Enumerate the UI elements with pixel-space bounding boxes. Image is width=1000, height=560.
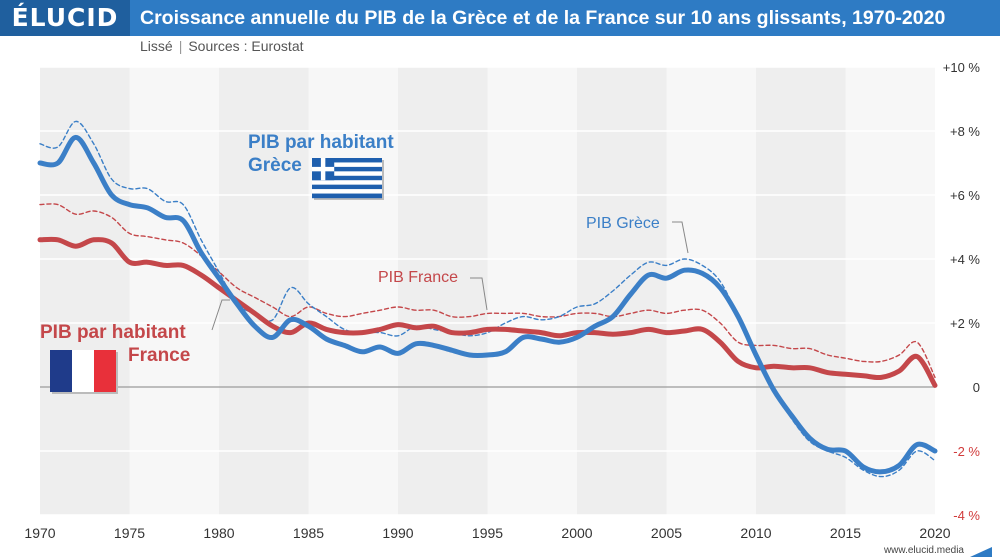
year-band [756,67,846,515]
x-tick-label: 1990 [382,525,413,541]
x-tick-label: 2000 [561,525,592,541]
year-band [845,67,935,515]
elucid-mark-icon [970,547,992,557]
x-tick-label: 1980 [203,525,234,541]
y-tick-label: -4 % [953,508,980,523]
leader-france-gdp [470,277,488,311]
elucid-logo: ÉLUCID [0,0,130,36]
year-band [308,67,398,515]
y-tick-label: +2 % [950,316,980,331]
header-bar: ÉLUCID Croissance annuelle du PIB de la … [0,0,1000,36]
x-tick-label: 2005 [651,525,682,541]
france-flag-icon [50,350,118,394]
x-tick-label: 1970 [24,525,55,541]
year-band [666,67,756,515]
x-tick-label: 1995 [472,525,503,541]
subtitle-sources: Sources : Eurostat [188,38,304,54]
y-tick-label: 0 [973,380,980,395]
annotation-france-gdp: PIB France [378,269,458,286]
y-tick-label: -2 % [953,444,980,459]
chart-subtitle: Lissé | Sources : Eurostat [140,38,304,54]
year-band [40,67,130,515]
series-layer [37,120,938,478]
gridlines [40,66,935,516]
year-band [398,67,488,515]
footer-url: www.elucid.media [883,545,964,556]
leader-greece-gdp [672,221,689,254]
axes: +10 % +8 % +6 % +4 % +2 % 0 -2 % -4 % 1970 1975 19… [24,60,980,541]
y-tick-label: +8 % [950,124,980,139]
year-band [219,67,309,515]
year-band [577,67,667,515]
year-band [129,67,219,515]
x-tick-label: 2020 [919,525,950,541]
x-tick-label: 1985 [293,525,324,541]
annotation-greece-per-capita-line2: Grèce [248,155,302,176]
subtitle-separator: | [178,38,183,54]
year-band [487,67,577,515]
series-france-gdp [39,203,936,379]
annotation-greece-per-capita-line1: PIB par habitant [248,132,394,153]
x-tick-label: 2010 [740,525,771,541]
y-tick-label: +4 % [950,252,980,267]
x-tick-label: 1975 [114,525,145,541]
annotation-france-per-capita-line1: PIB par habitant [40,322,186,343]
leader-france-per-capita [211,299,230,331]
annotation-france-per-capita-line2: France [128,345,190,366]
x-tick-label: 2015 [830,525,861,541]
background-bands [40,67,935,515]
series-greece-per-capita [37,134,938,475]
greece-flag-icon [312,158,384,200]
y-tick-label: +10 % [943,60,981,75]
annotation-greece-gdp: PIB Grèce [586,215,660,232]
series-france-per-capita [37,236,938,388]
chart-title: Croissance annuelle du PIB de la Grèce e… [140,7,946,29]
y-tick-label: +6 % [950,188,980,203]
subtitle-smoothed: Lissé [140,38,173,54]
